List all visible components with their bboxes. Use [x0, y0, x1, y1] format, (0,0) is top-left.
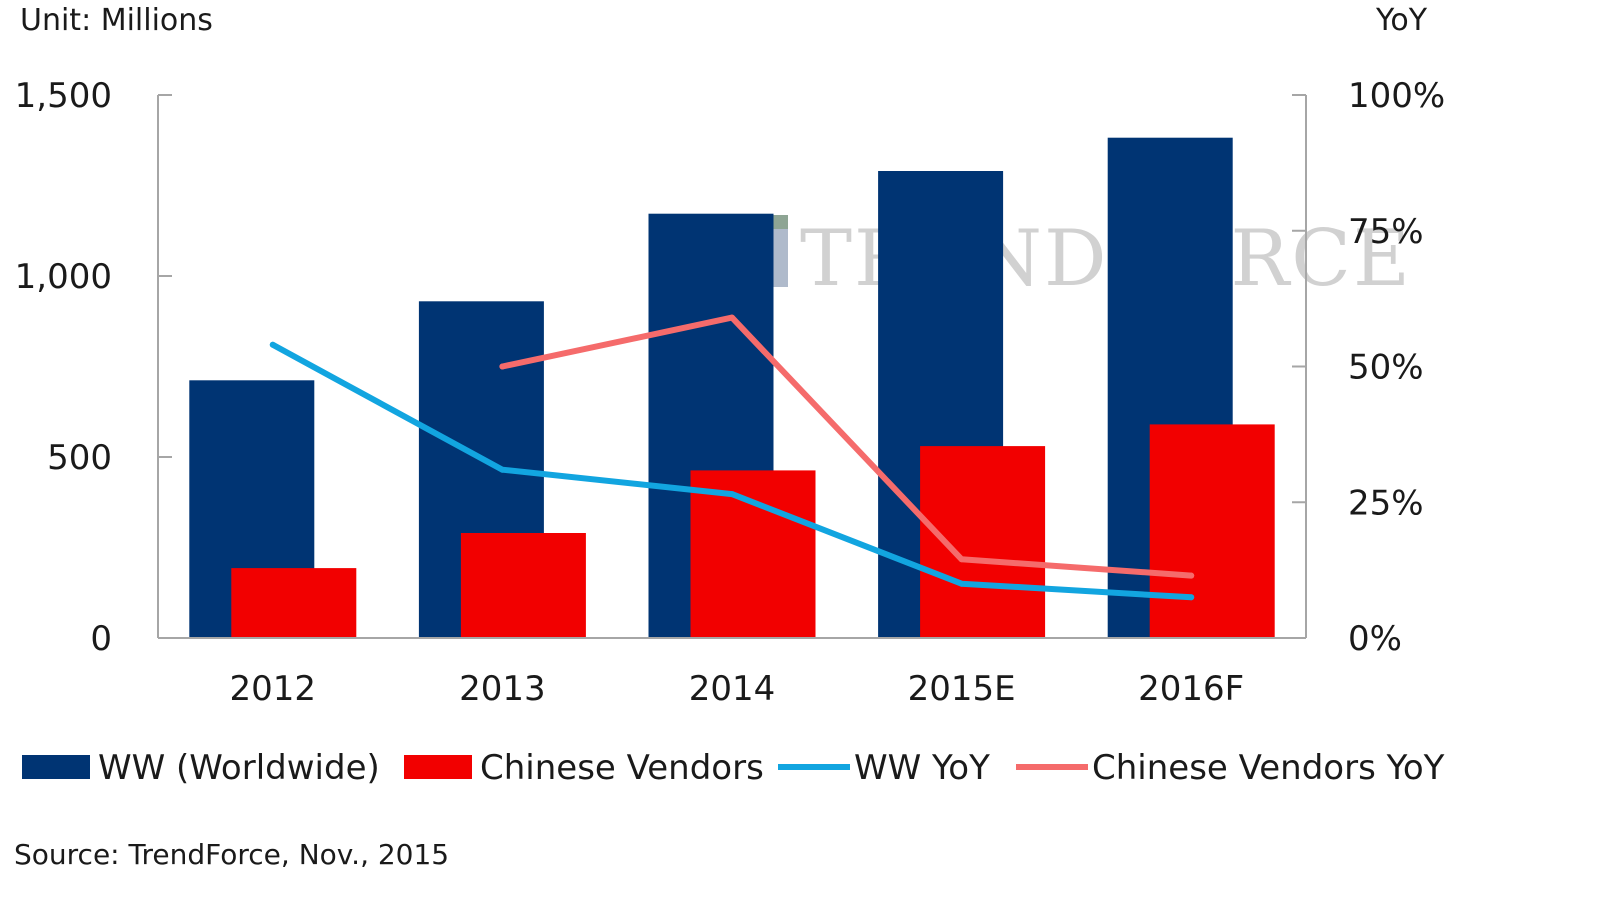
legend-item-0: WW (Worldwide) — [22, 748, 380, 788]
point-ww-yoy-4 — [1188, 594, 1195, 601]
left-tick-label: 1,500 — [15, 76, 112, 116]
legend-swatch — [404, 755, 472, 779]
right-tick-label: 50% — [1348, 348, 1424, 388]
left-tick-label: 500 — [47, 438, 112, 478]
legend-label: Chinese Vendors YoY — [1092, 748, 1445, 788]
point-chinese-yoy-1 — [729, 314, 735, 321]
left-axis-title: Unit: Millions — [20, 3, 213, 38]
right-tick-label: 0% — [1348, 619, 1402, 659]
right-tick-label: 100% — [1348, 76, 1445, 116]
legend-label: WW (Worldwide) — [98, 748, 380, 788]
legend-item-3: Chinese Vendors YoY — [1016, 748, 1445, 788]
lines-layer — [269, 314, 1195, 601]
category-labels: 2012 2013 2014 2015E 2016F — [230, 669, 1245, 709]
x-tick-label-2015E: 2015E — [908, 669, 1016, 709]
bar-chinese-2014 — [690, 470, 816, 638]
x-tick-label-2012: 2012 — [230, 669, 317, 709]
legend-label: Chinese Vendors — [480, 748, 764, 788]
axes-layer — [157, 95, 1307, 639]
point-ww-yoy-2 — [729, 491, 735, 498]
x-tick-label-2014: 2014 — [689, 669, 776, 709]
left-axis-ticks: 0 500 1,000 1,500 — [15, 76, 172, 659]
left-tick-label: 0 — [90, 619, 112, 659]
bars-layer — [189, 137, 1275, 638]
point-chinese-yoy-3 — [1188, 572, 1195, 579]
bar-chinese-2015E — [920, 446, 1046, 638]
right-tick-label: 25% — [1348, 483, 1424, 523]
point-ww-yoy-1 — [499, 466, 506, 473]
legend-label: WW YoY — [854, 748, 990, 788]
legend-item-2: WW YoY — [778, 748, 990, 788]
point-chinese-yoy-2 — [958, 556, 965, 563]
line-chinese-yoy — [499, 314, 1195, 579]
point-ww-yoy-3 — [958, 580, 965, 587]
right-axis-title: YoY — [1375, 3, 1428, 38]
point-ww-yoy-0 — [269, 341, 276, 348]
legend: WW (Worldwide) Chinese Vendors WW YoY Chine… — [22, 748, 1445, 788]
x-tick-label-2013: 2013 — [459, 669, 546, 709]
legend-swatch — [22, 755, 90, 779]
bar-chinese-2016F — [1149, 424, 1275, 638]
x-tick-label-2016F: 2016F — [1138, 669, 1244, 709]
source-note: Source: TrendForce, Nov., 2015 — [14, 838, 449, 871]
left-tick-label: 1,000 — [15, 257, 112, 297]
legend-item-1: Chinese Vendors — [404, 748, 764, 788]
point-chinese-yoy-0 — [499, 363, 506, 370]
bar-chinese-2013 — [460, 533, 586, 638]
right-axis-ticks: 0% 25% 50% 75% 100% — [1292, 76, 1445, 659]
right-tick-label: 75% — [1348, 212, 1424, 252]
bar-chinese-2012 — [231, 568, 357, 638]
